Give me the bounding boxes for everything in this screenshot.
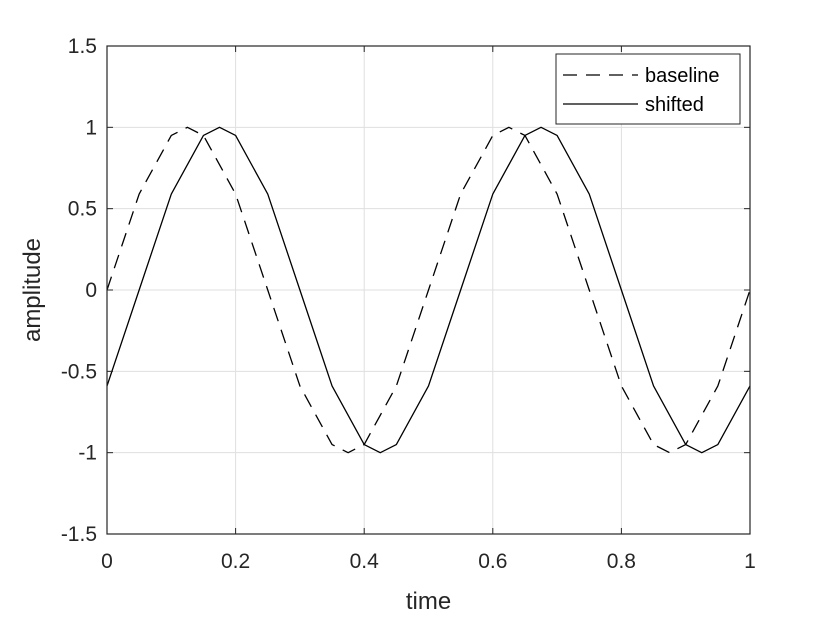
y-axis-label: amplitude xyxy=(19,238,46,342)
y-tick-label: 0 xyxy=(85,279,97,302)
series-line-baseline xyxy=(106,126,751,454)
legend-box xyxy=(555,53,741,125)
legend-label-shifted: shifted xyxy=(645,94,704,116)
x-tick-label: 1 xyxy=(744,550,756,573)
y-tick-label: -1 xyxy=(78,442,97,465)
x-tick-label: 0.8 xyxy=(607,550,636,573)
ticks: 0 0.2 0.4 0.6 0.8 1 1.5 1 0.5 0 -0.5 -1 -1.5 xyxy=(61,35,756,573)
y-tick-label: -0.5 xyxy=(61,360,97,383)
y-tick-label: 1.5 xyxy=(68,35,97,58)
y-tick-label: 0.5 xyxy=(68,198,97,221)
x-axis-label: time xyxy=(406,588,451,615)
x-tick-label: 0.6 xyxy=(478,550,507,573)
x-tick-label: 0 xyxy=(101,550,113,573)
x-tick-label: 0.4 xyxy=(350,550,380,573)
x-tick-label: 0.2 xyxy=(221,550,250,573)
y-tick-label: -1.5 xyxy=(61,523,97,546)
series-layer xyxy=(106,126,751,454)
legend-label-baseline: baseline xyxy=(645,65,720,87)
legend: baseline shifted xyxy=(555,53,741,125)
series-line-shifted xyxy=(106,126,751,454)
y-tick-label: 1 xyxy=(85,116,97,139)
